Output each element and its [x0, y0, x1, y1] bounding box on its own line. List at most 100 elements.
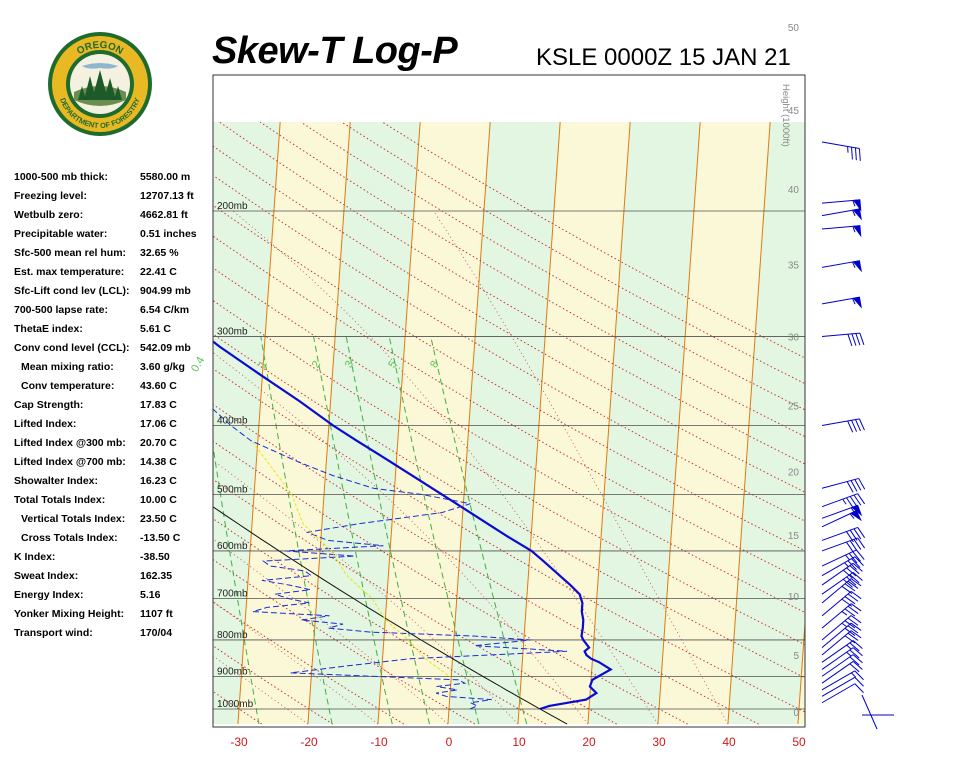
index-row: Sfc-Lift cond lev (LCL): 904.99 mb [14, 282, 214, 301]
barb-feather [857, 493, 866, 505]
barb-staff [821, 622, 852, 648]
mixing-ratio-label: 5 [386, 359, 399, 370]
barb-feather [842, 569, 853, 579]
temperature-tick-label: 20 [582, 735, 596, 749]
height-tick-label: 5 [793, 651, 799, 662]
height-tick-label: 0 [793, 708, 799, 719]
temperature-tick-label: -20 [300, 735, 318, 749]
index-row: Energy Index: 5.16 [14, 586, 214, 605]
barb-feather [855, 419, 861, 432]
index-row: ThetaE index: 5.61 C [14, 320, 214, 339]
index-value: 3.60 g/kg [140, 361, 185, 373]
index-row: K Index: -38.50 [14, 548, 214, 567]
index-value: 43.60 C [140, 380, 177, 392]
index-row: Transport wind: 170/04 [14, 624, 214, 643]
forestry-seal-icon: OREGON DEPARTMENT OF FORESTRY [48, 32, 152, 136]
mixing-ratio-line [430, 336, 528, 725]
index-row: Lifted Index: 17.06 C [14, 415, 214, 434]
barb-feather [857, 527, 866, 538]
wind-barb [821, 526, 866, 543]
wind-barb [821, 418, 865, 433]
barb-feather [849, 565, 860, 575]
barb-feather [851, 420, 858, 432]
isotherm-band [657, 121, 771, 725]
svg-text:OREGON: OREGON [75, 40, 125, 57]
pressure-label: 300mb [217, 326, 248, 337]
isotherm-line [657, 121, 701, 725]
station-time-subtitle: KSLE 0000Z 15 JAN 21 [536, 44, 791, 71]
wind-barb [821, 199, 862, 212]
index-value: 5.61 C [140, 323, 171, 335]
barb-feather [844, 620, 856, 629]
pressure-label: 600mb [217, 541, 248, 552]
index-value: 170/04 [140, 627, 173, 639]
barb-staff [821, 603, 852, 629]
barb-feather [851, 558, 861, 568]
pressure-label: 500mb [217, 485, 248, 496]
index-value: 4662.81 ft [140, 209, 188, 221]
moist-adiabat [213, 655, 309, 725]
index-label: Transport wind: [14, 627, 93, 639]
index-label: K Index: [14, 551, 56, 563]
barb-feather [844, 608, 856, 617]
wind-barb [821, 590, 862, 617]
barb-feather [847, 605, 859, 614]
isotherm-band [0, 122, 70, 724]
wind-barb [821, 493, 866, 509]
barb-feather [858, 478, 866, 490]
index-value: 904.99 mb [140, 285, 191, 297]
index-value: 17.06 C [140, 418, 177, 430]
barb-staff [821, 660, 854, 684]
index-value: -38.50 [140, 551, 170, 563]
height-tick-label: 50 [788, 23, 800, 34]
barb-feather [846, 541, 854, 553]
wind-barb [821, 296, 862, 309]
barb-half-feather [845, 554, 850, 561]
pressure-label: 200mb [217, 201, 248, 212]
index-row: Sfc-500 mean rel hum: 32.65 % [14, 244, 214, 263]
index-row: Lifted Index @300 mb: 20.70 C [14, 434, 214, 453]
barb-feather [847, 420, 854, 433]
barb-feather [847, 580, 859, 589]
wind-barb [821, 615, 862, 641]
index-label: Showalter Index: [14, 475, 99, 487]
temperature-tick-label: 40 [722, 735, 736, 749]
index-value: 0.51 inches [140, 228, 197, 240]
index-label: Cap Strength: [14, 399, 84, 411]
isotherm-line [168, 122, 210, 724]
barb-feather [844, 627, 856, 636]
barb-feather [849, 656, 860, 666]
index-row: Cap Strength: 17.83 C [14, 396, 214, 415]
moist-adiabat [213, 538, 449, 725]
barb-staff [821, 591, 852, 617]
barb-staff [821, 615, 852, 641]
barb-feather [858, 418, 865, 431]
barb-feather [854, 670, 864, 681]
barb-half-feather [852, 210, 856, 217]
wind-barb [821, 477, 866, 493]
barb-feather [854, 556, 864, 566]
temperature-tick-label: 10 [512, 735, 526, 749]
index-label: Vertical Totals Index: [21, 513, 126, 525]
barb-feather [854, 147, 857, 161]
barb-staff [821, 647, 854, 670]
mixing-ratio-label: 8 [428, 359, 441, 370]
barb-feather [846, 576, 857, 586]
wind-barb [821, 660, 863, 684]
wind-barb [821, 647, 863, 670]
isotherm-band [307, 121, 421, 725]
barb-staff [821, 477, 859, 489]
isotherm-band [98, 122, 210, 724]
index-value: 5580.00 m [140, 171, 191, 183]
barb-feather [852, 572, 863, 581]
index-label: Cross Totals Index: [21, 532, 118, 544]
index-label: 700-500 lapse rate: [14, 304, 108, 316]
barb-feather [850, 615, 862, 624]
wind-barb [861, 694, 894, 730]
height-tick-label: 15 [788, 531, 800, 542]
isotherm-line [517, 121, 561, 725]
barb-staff [821, 640, 854, 663]
barb-feather [849, 642, 860, 652]
barb-feather [846, 481, 854, 493]
barb-feather [847, 593, 859, 602]
